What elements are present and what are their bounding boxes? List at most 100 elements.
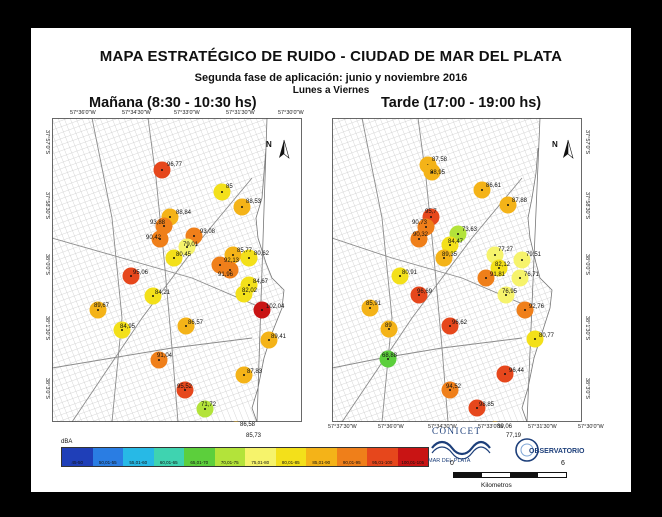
legend-swatch: 60,01-65	[153, 448, 184, 466]
noise-point[interactable]	[176, 381, 194, 399]
noise-point[interactable]	[235, 366, 253, 384]
noise-value-label: 87,83	[247, 369, 263, 375]
panel-title-afternoon: Tarde (17:00 - 19:00 hs)	[381, 95, 542, 111]
noise-point[interactable]	[113, 321, 131, 339]
sample-dot	[221, 191, 223, 193]
legend-swatch: 70,01-75	[214, 448, 245, 466]
noise-point[interactable]	[89, 301, 107, 319]
sample-dot	[485, 277, 487, 279]
noise-point[interactable]	[410, 230, 428, 248]
sample-dot	[158, 359, 160, 361]
noise-value-label: 95,06	[133, 270, 149, 276]
legend-label: 100,01-105	[401, 460, 425, 465]
noise-point[interactable]	[151, 230, 169, 248]
noise-point[interactable]	[165, 249, 183, 267]
noise-point[interactable]	[122, 267, 140, 285]
sample-dot	[457, 233, 459, 235]
noise-value-label: 89,41	[271, 334, 287, 340]
noise-point[interactable]	[391, 267, 409, 285]
noise-point[interactable]	[150, 351, 168, 369]
sample-dot	[186, 246, 188, 248]
noise-value-label: 80,91	[402, 270, 418, 276]
noise-point[interactable]	[380, 320, 398, 338]
map-panel-morning[interactable]: 96,77 85 88,53 88,84 93,88 90,42 93,08 79,01 80,…	[44, 110, 304, 439]
noise-point[interactable]	[490, 259, 508, 277]
noise-point[interactable]	[513, 251, 531, 269]
noise-point[interactable]	[379, 350, 397, 368]
noise-point[interactable]	[435, 249, 453, 267]
noise-point[interactable]	[235, 285, 253, 303]
sample-dot	[388, 328, 390, 330]
noise-value-label: 93,88	[150, 220, 166, 226]
map-canvas	[332, 118, 582, 422]
noise-value-label: 76,95	[502, 289, 518, 295]
noise-value-label: 68,88	[382, 353, 398, 359]
noise-point[interactable]	[487, 421, 504, 423]
noise-circle[interactable]	[228, 421, 245, 423]
noise-point[interactable]	[441, 381, 459, 399]
noise-value-label: 79,01	[183, 242, 199, 248]
noise-point[interactable]	[224, 246, 242, 264]
noise-point[interactable]	[468, 399, 486, 417]
noise-point[interactable]	[260, 331, 278, 349]
longitude-label: 57°36'0"W	[378, 424, 404, 430]
noise-point[interactable]	[410, 286, 428, 304]
noise-value-label: 96,62	[452, 320, 468, 326]
noise-value-label: 76,71	[524, 272, 540, 278]
latitude-label: 38°1'30"S	[584, 316, 590, 341]
noise-point[interactable]	[196, 400, 214, 418]
sample-dot	[449, 244, 451, 246]
sample-dot	[519, 277, 521, 279]
sample-dot	[430, 216, 432, 218]
noise-point[interactable]	[496, 365, 514, 383]
noise-point[interactable]	[177, 317, 195, 335]
sample-dot	[524, 309, 526, 311]
noise-point[interactable]	[178, 238, 196, 256]
map-frame	[52, 118, 302, 422]
noise-point[interactable]	[221, 261, 239, 279]
conicet-logo: CONICET MAR DEL PLATA	[424, 426, 496, 468]
noise-point[interactable]	[228, 421, 245, 423]
noise-value-label: 95,52	[177, 384, 193, 390]
noise-point[interactable]	[233, 198, 251, 216]
noise-point[interactable]	[441, 317, 459, 335]
noise-value-label: 89	[385, 323, 392, 329]
noise-point[interactable]	[441, 236, 459, 254]
legend-swatch: 100,01-105	[397, 448, 428, 466]
noise-point[interactable]	[240, 249, 258, 267]
noise-point[interactable]	[511, 269, 529, 287]
noise-point[interactable]	[361, 299, 379, 317]
noise-value-label: 90,32	[413, 232, 429, 238]
latitude-label: 38°0'0"S	[584, 254, 590, 276]
noise-point[interactable]	[155, 217, 173, 235]
main-roads	[52, 118, 263, 422]
noise-point[interactable]	[253, 301, 271, 319]
noise-point[interactable]	[473, 181, 491, 199]
noise-point[interactable]	[213, 183, 231, 201]
longitude-label: 57°33'0"W	[174, 110, 200, 116]
noise-point[interactable]	[497, 286, 515, 304]
noise-value-label: 89,67	[94, 303, 110, 309]
legend-swatch: 95,01-100	[367, 448, 398, 466]
noise-point[interactable]	[499, 196, 517, 214]
sample-dot	[152, 295, 154, 297]
noise-point[interactable]	[144, 287, 162, 305]
sea-area	[252, 118, 302, 422]
map-panel-afternoon[interactable]: 87,58 88,95 86,61 87,88 95,7 90,73 90,32 73,63 8…	[328, 118, 604, 439]
latitude-label: 38°1'30"S	[44, 316, 50, 341]
noise-point[interactable]	[477, 269, 495, 287]
noise-value-label: 85,77	[237, 248, 253, 254]
noise-point[interactable]	[516, 301, 534, 319]
noise-point[interactable]	[423, 163, 441, 181]
noise-circle[interactable]	[487, 421, 504, 423]
legend-swatch: 75,01-80	[245, 448, 276, 466]
noise-value-label: 84,95	[120, 324, 136, 330]
noise-point[interactable]	[486, 246, 504, 264]
noise-value-label: 87,58	[432, 157, 448, 163]
noise-point[interactable]	[526, 330, 544, 348]
sample-dot	[418, 238, 420, 240]
noise-point[interactable]	[153, 161, 171, 179]
legend-label: 90,01-95	[342, 460, 361, 465]
sample-dot	[219, 264, 221, 266]
noise-value-label: 96,77	[167, 162, 183, 168]
